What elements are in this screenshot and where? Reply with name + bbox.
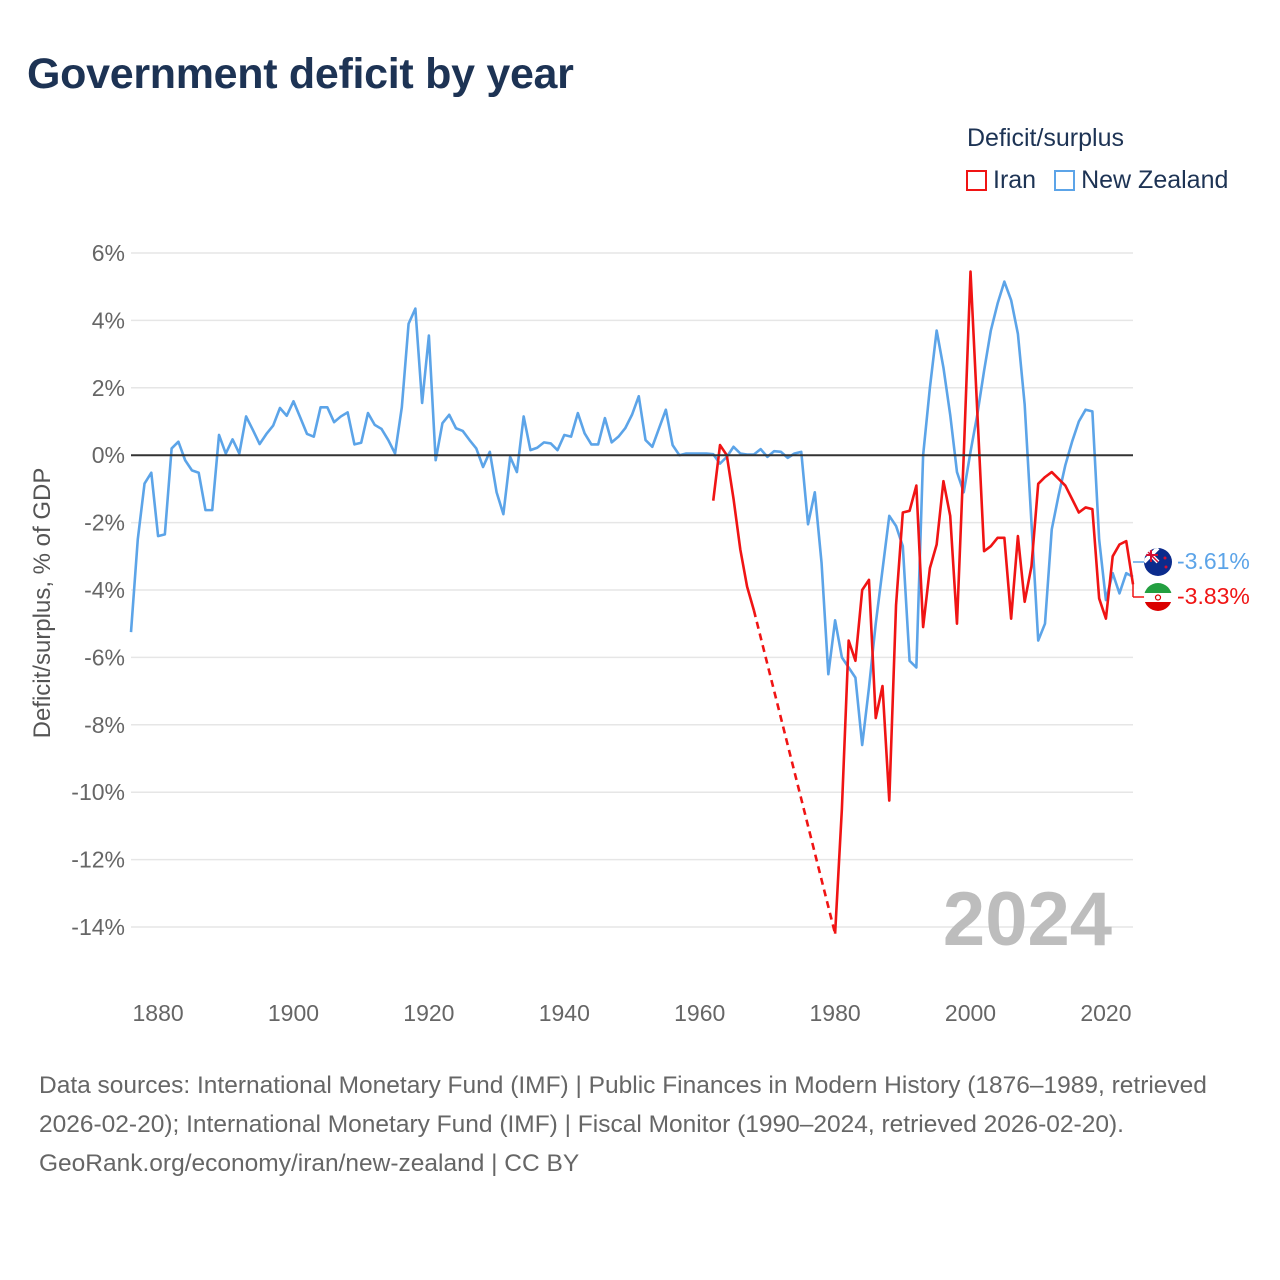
series-new-zealand — [129, 280, 1134, 747]
gridlines — [131, 252, 1133, 928]
y-tick-label: -12% — [71, 847, 125, 873]
y-tick-label: 6% — [92, 240, 125, 266]
iran-end-value: -3.83% — [1177, 583, 1250, 609]
legend-title: Deficit/surplus — [967, 124, 1124, 152]
gap-line-iran — [752, 609, 837, 935]
y-tick-label: -2% — [84, 510, 125, 536]
line-new-zealand — [129, 280, 1134, 747]
y-tick-label: 0% — [92, 442, 125, 468]
new-zealand-end-value: -3.61% — [1177, 548, 1250, 574]
legend-label-new-zealand: New Zealand — [1081, 166, 1229, 194]
legend-label-iran: Iran — [993, 166, 1037, 194]
x-tick-label: 1940 — [539, 1000, 590, 1026]
legend-swatch-new-zealand — [1054, 170, 1076, 191]
footer: Data sources: International Monetary Fun… — [39, 1066, 1239, 1183]
y-axis-ticks: 6% 4% 2% 0% -2% -4% -6% -8% -10% -12% -14% — [71, 240, 125, 940]
x-tick-label: 1980 — [810, 1000, 861, 1026]
y-tick-label: 2% — [92, 375, 125, 401]
y-tick-label: -10% — [71, 779, 125, 805]
legend: Iran New Zealand — [966, 166, 1246, 195]
x-tick-label: 1900 — [268, 1000, 319, 1026]
x-tick-label: 1960 — [674, 1000, 725, 1026]
y-tick-label: 4% — [92, 307, 125, 333]
y-tick-label: -14% — [71, 914, 125, 940]
line-iran — [833, 270, 1135, 934]
y-axis-label: Deficit/surplus, % of GDP — [29, 468, 56, 739]
y-tick-label: -6% — [84, 644, 125, 670]
line-iran — [711, 443, 756, 611]
x-axis-ticks: 1880 1900 1920 1940 1960 1980 2000 2020 — [132, 1000, 1131, 1026]
x-tick-label: 1880 — [132, 1000, 183, 1026]
x-tick-label: 2000 — [945, 1000, 996, 1026]
chart-title: Government deficit by year — [27, 50, 574, 98]
legend-item-iran[interactable]: Iran — [966, 166, 1036, 195]
iran-flag-icon — [1144, 583, 1172, 611]
y-tick-label: -4% — [84, 577, 125, 603]
new-zealand-flag-icon — [1144, 548, 1172, 576]
data-sources: Data sources: International Monetary Fun… — [39, 1072, 1207, 1138]
legend-swatch-iran — [966, 170, 987, 191]
x-tick-label: 1920 — [403, 1000, 454, 1026]
series-lines — [129, 270, 1135, 935]
series-iran — [711, 270, 1135, 935]
legend-item-new-zealand[interactable]: New Zealand — [1054, 166, 1228, 195]
y-tick-label: -8% — [84, 712, 125, 738]
year-watermark: 2024 — [943, 877, 1112, 962]
credit-link[interactable]: GeoRank.org/economy/iran/new-zealand | C… — [39, 1150, 580, 1177]
x-tick-label: 2020 — [1080, 1000, 1131, 1026]
